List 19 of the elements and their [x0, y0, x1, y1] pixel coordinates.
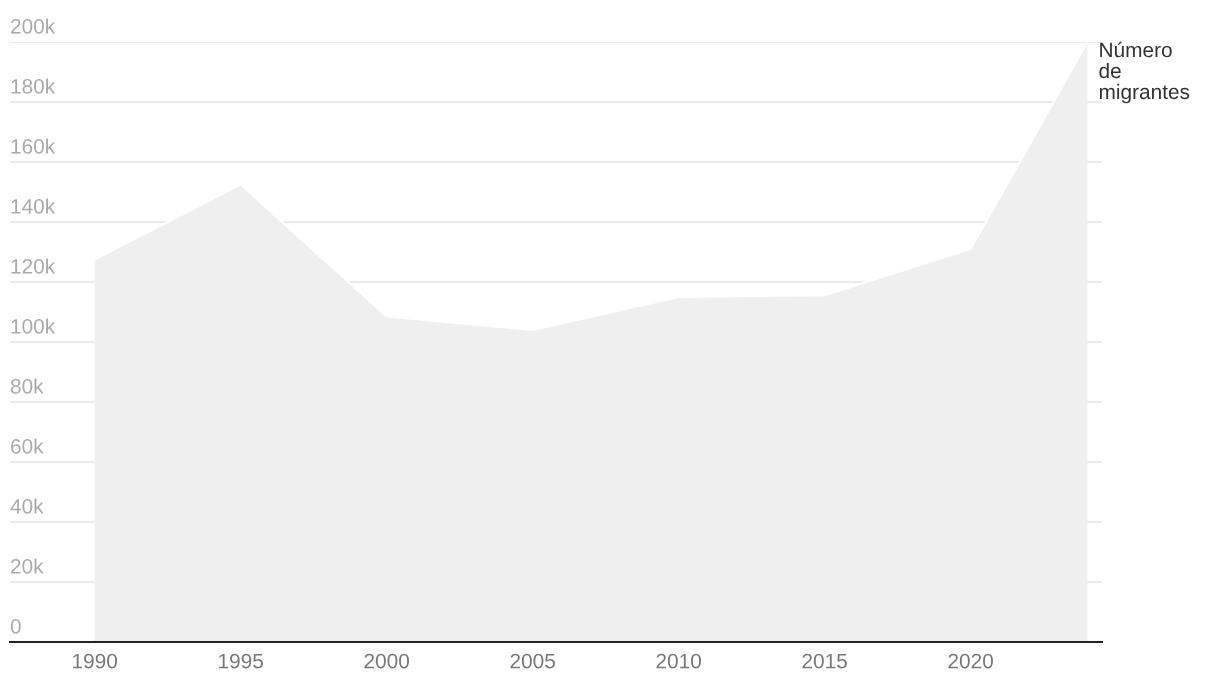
x-tick-label: 1995	[219, 653, 263, 669]
x-tick-label: 2005	[510, 653, 555, 669]
x-tick-label: 2020	[948, 653, 993, 669]
series-label: Número de migrantes	[1099, 41, 1190, 104]
x-tick-label: 2000	[364, 653, 410, 669]
y-tick-label: 200k	[11, 18, 56, 34]
y-tick-label: 160k	[11, 138, 56, 154]
y-tick-label: 140k	[11, 198, 56, 214]
y-tick-label: 180k	[11, 78, 56, 94]
y-tick-label: 20k	[11, 558, 44, 574]
y-tick-label: 100k	[11, 318, 56, 334]
x-tick-label: 2010	[656, 653, 701, 669]
y-tick-label: 60k	[11, 438, 44, 454]
y-tick-label: 40k	[10, 498, 44, 514]
y-tick-label: 120k	[11, 258, 56, 274]
x-tick-label: 2015	[802, 653, 847, 669]
y-tick-label: 80k	[10, 378, 44, 394]
y-tick-label: 0	[10, 618, 21, 634]
x-tick-label: 1990	[73, 653, 118, 669]
